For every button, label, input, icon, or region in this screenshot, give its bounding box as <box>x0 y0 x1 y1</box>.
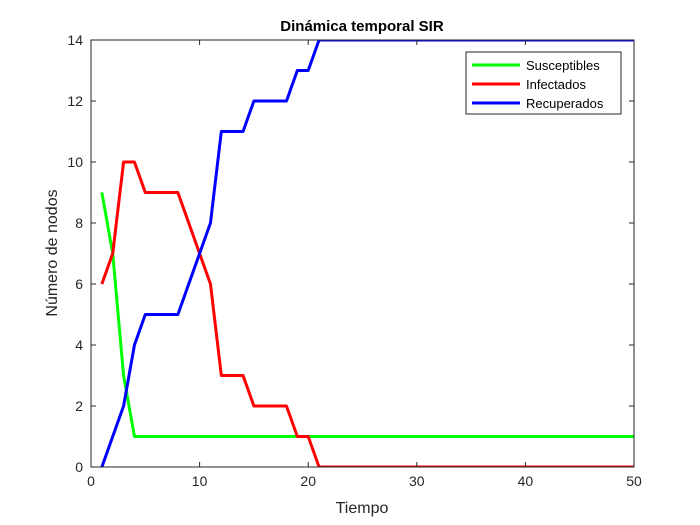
series-layer <box>100 40 634 467</box>
x-axis-label: Tiempo <box>336 500 389 517</box>
legend-label-susceptibles: Susceptibles <box>526 58 600 73</box>
y-tick-label: 10 <box>67 154 83 170</box>
y-tick-label: 2 <box>75 398 83 414</box>
legend: Susceptibles Infectados Recuperados <box>465 51 622 115</box>
y-tick-label: 14 <box>67 32 83 48</box>
y-tick-label: 8 <box>75 215 83 231</box>
x-tick-label: 30 <box>409 473 425 489</box>
y-tick-label: 6 <box>75 276 83 292</box>
y-tick-label: 12 <box>67 93 83 109</box>
ticks-layer: 0 10 20 30 40 50 0 2 4 6 8 10 12 14 <box>67 32 642 489</box>
series-line-susceptibles <box>100 192 634 438</box>
y-tick-label: 0 <box>75 459 83 475</box>
legend-label-infectados: Infectados <box>526 77 586 92</box>
plot-frame <box>90 39 635 468</box>
y-axis-label: Número de nodos <box>44 189 61 316</box>
x-tick-label: 50 <box>626 473 642 489</box>
x-tick-label: 10 <box>192 473 208 489</box>
y-tick-label: 4 <box>75 337 83 353</box>
series-line-infectados <box>100 160 634 467</box>
series-line-recuperados <box>100 40 634 467</box>
legend-label-recuperados: Recuperados <box>526 96 604 111</box>
x-tick-label: 0 <box>87 473 95 489</box>
x-tick-label: 40 <box>518 473 534 489</box>
x-tick-label: 20 <box>300 473 316 489</box>
chart-title: Dinámica temporal SIR <box>280 18 444 35</box>
